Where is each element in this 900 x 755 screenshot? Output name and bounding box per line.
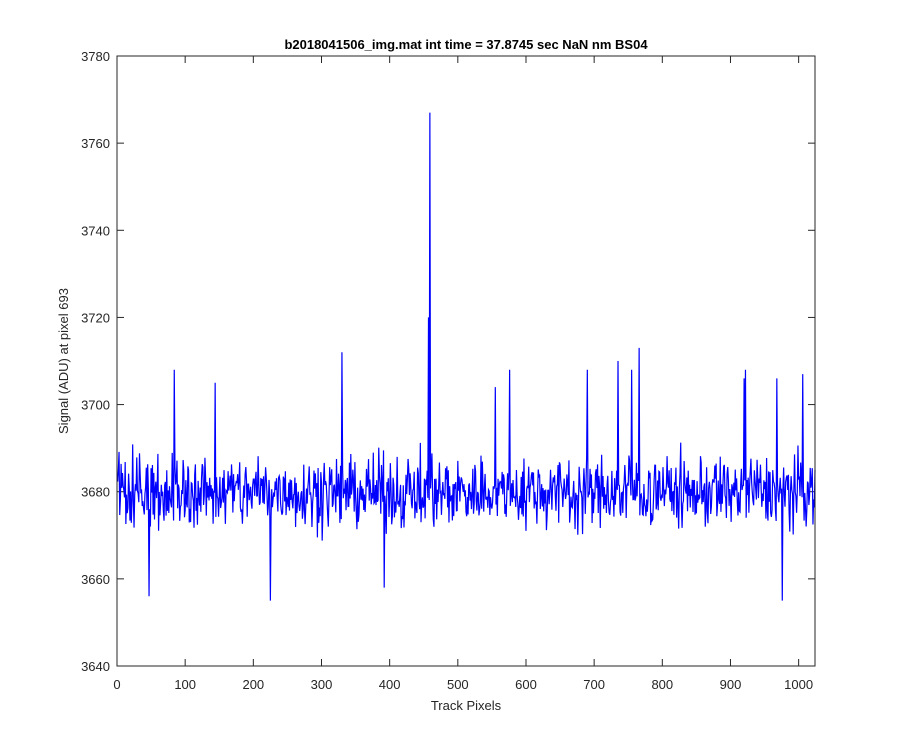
labels-group: 0 100 200 300 400 500 600 700 800 900 1000 3640 3660… <box>81 49 813 692</box>
series-group <box>117 112 816 601</box>
x-tick-label: 500 <box>447 677 469 692</box>
plot-area-box <box>116 55 816 667</box>
signal-series-line <box>117 112 816 601</box>
y-tick-label: 3700 <box>81 398 110 413</box>
x-tick-label: 0 <box>113 677 120 692</box>
y-tick-label: 3640 <box>81 659 110 674</box>
y-tick-label: 3720 <box>81 310 110 325</box>
chart-title: b2018041506_img.mat int time = 37.8745 s… <box>284 37 648 52</box>
y-tick-label: 3660 <box>81 572 110 587</box>
y-tick-label: 3780 <box>81 49 110 64</box>
x-tick-label: 100 <box>174 677 196 692</box>
y-tick-label: 3680 <box>81 485 110 500</box>
x-tick-label: 900 <box>720 677 742 692</box>
x-tick-label: 200 <box>242 677 264 692</box>
x-axis-label: Track Pixels <box>431 698 502 713</box>
plot-area-background <box>117 56 815 666</box>
x-tick-label: 600 <box>515 677 537 692</box>
x-tick-label: 1000 <box>784 677 813 692</box>
x-tick-label: 400 <box>379 677 401 692</box>
y-axis-label: Signal (ADU) at pixel 693 <box>56 288 71 434</box>
y-tick-label: 3740 <box>81 223 110 238</box>
x-tick-label: 700 <box>583 677 605 692</box>
x-tick-label: 800 <box>651 677 673 692</box>
y-tick-label: 3760 <box>81 136 110 151</box>
x-tick-label: 300 <box>311 677 333 692</box>
